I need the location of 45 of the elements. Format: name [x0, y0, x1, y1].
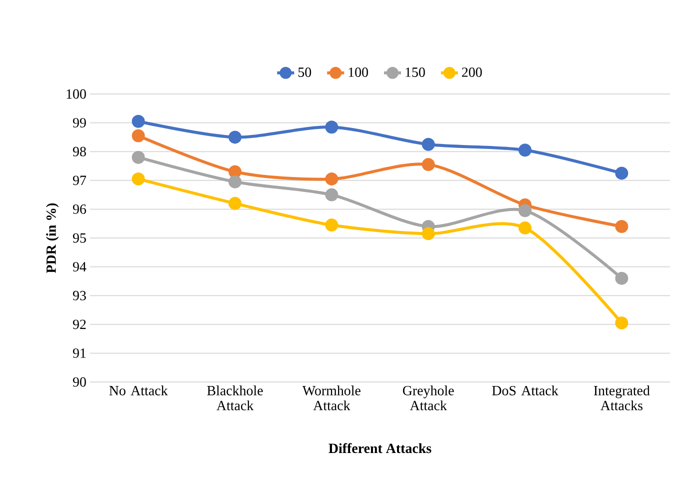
point — [132, 114, 145, 128]
legend-label: 50 — [298, 68, 312, 77]
x-axis-title: Different Attacks — [328, 443, 432, 454]
x-tick-label: Wormhole Attack — [302, 386, 360, 410]
point — [518, 221, 532, 234]
y-tick-label: 96 — [72, 204, 86, 214]
point — [228, 196, 242, 210]
y-tick-label: 92 — [72, 320, 86, 330]
point — [132, 172, 145, 186]
y-tick-label: 91 — [72, 348, 86, 358]
x-tick-label: DoS Attack — [492, 386, 558, 396]
point — [422, 158, 435, 172]
point — [228, 175, 242, 188]
point — [325, 172, 338, 186]
point — [615, 220, 628, 233]
point — [615, 166, 628, 180]
point — [228, 130, 242, 144]
point — [325, 188, 338, 202]
point — [325, 218, 338, 232]
y-tick-label: 100 — [66, 89, 86, 99]
point — [518, 144, 532, 157]
point — [132, 150, 145, 164]
x-tick-label: Blackhole Attack — [207, 386, 263, 410]
y-tick-label: 98 — [72, 146, 86, 156]
y-axis-title: PDR (in %) — [46, 203, 59, 274]
point — [615, 272, 628, 285]
y-tick-label: 97 — [72, 176, 86, 186]
legend-label: 100 — [348, 68, 368, 77]
x-tick-label: No Attack — [109, 386, 168, 396]
x-tick-label: Greyhole Attack — [402, 386, 454, 410]
point — [422, 138, 435, 151]
legend-label: 150 — [406, 68, 425, 77]
point — [518, 204, 532, 218]
y-tick-label: 93 — [72, 290, 86, 300]
y-tick-label: 95 — [72, 233, 86, 243]
x-tick-label: Integrated Attacks — [594, 386, 650, 410]
point — [615, 316, 628, 330]
y-tick-label: 90 — [72, 377, 86, 387]
point — [132, 129, 145, 142]
y-tick-label: 99 — [72, 118, 86, 128]
y-tick-label: 94 — [72, 262, 86, 272]
point — [228, 165, 242, 178]
point — [422, 227, 435, 240]
point — [325, 120, 338, 134]
legend-label: 200 — [462, 68, 482, 77]
